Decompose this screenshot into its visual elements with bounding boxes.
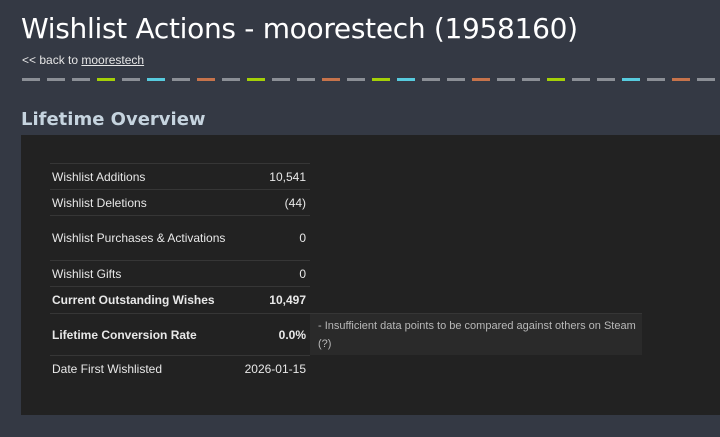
stat-row-purchases-activations: Wishlist Purchases & Activations 0 [50, 215, 642, 260]
divider-segment [672, 78, 690, 81]
divider-segment [547, 78, 565, 81]
divider-segment [72, 78, 90, 81]
divider-segment [397, 78, 415, 81]
stat-note [310, 260, 642, 286]
stat-value: 2026-01-15 [240, 355, 310, 382]
stat-label: Wishlist Deletions [50, 189, 240, 215]
stat-label: Lifetime Conversion Rate [50, 313, 240, 355]
stat-value: 0 [240, 260, 310, 286]
section-title: Lifetime Overview [21, 109, 206, 130]
stat-row-wishlist-gifts: Wishlist Gifts 0 [50, 260, 642, 286]
stat-row-outstanding-wishes: Current Outstanding Wishes 10,497 [50, 286, 642, 313]
stat-note [310, 355, 642, 382]
back-to-app-link[interactable]: moorestech [81, 53, 145, 67]
divider-segment [447, 78, 465, 81]
stat-note [310, 163, 642, 189]
overview-panel: Wishlist Additions 10,541 Wishlist Delet… [21, 135, 720, 415]
colored-divider [22, 78, 720, 81]
divider-segment [147, 78, 165, 81]
back-link-row: << back to moorestech [22, 53, 144, 67]
stat-value: (44) [240, 189, 310, 215]
stat-row-conversion-rate: Lifetime Conversion Rate 0.0% - Insuffic… [50, 313, 642, 355]
stat-value: 0 [240, 215, 310, 260]
stat-label: Wishlist Gifts [50, 260, 240, 286]
divider-segment [197, 78, 215, 81]
stat-note [310, 286, 642, 313]
divider-segment [597, 78, 615, 81]
divider-segment [472, 78, 490, 81]
help-link[interactable]: (?) [318, 337, 332, 350]
divider-segment [47, 78, 65, 81]
stats-table: Wishlist Additions 10,541 Wishlist Delet… [50, 163, 642, 382]
divider-segment [522, 78, 540, 81]
divider-segment [322, 78, 340, 81]
divider-segment [347, 78, 365, 81]
divider-segment [172, 78, 190, 81]
conversion-note-body: - Insufficient data points to be compare… [318, 319, 636, 332]
divider-segment [422, 78, 440, 81]
divider-segment [647, 78, 665, 81]
divider-segment [497, 78, 515, 81]
stat-label: Current Outstanding Wishes [50, 286, 240, 313]
divider-segment [572, 78, 590, 81]
stat-row-date-first-wishlisted: Date First Wishlisted 2026-01-15 [50, 355, 642, 382]
divider-segment [122, 78, 140, 81]
back-link-prefix: << back to [22, 53, 79, 67]
stat-value: 0.0% [240, 313, 310, 355]
divider-segment [297, 78, 315, 81]
conversion-note-text: - Insufficient data points to be compare… [318, 317, 642, 353]
stat-label: Date First Wishlisted [50, 355, 240, 382]
stat-note [310, 215, 642, 260]
divider-segment [247, 78, 265, 81]
stat-row-wishlist-deletions: Wishlist Deletions (44) [50, 189, 642, 215]
stat-value: 10,541 [240, 163, 310, 189]
divider-segment [697, 78, 715, 81]
divider-segment [97, 78, 115, 81]
divider-segment [272, 78, 290, 81]
divider-segment [222, 78, 240, 81]
divider-segment [22, 78, 40, 81]
divider-segment [622, 78, 640, 81]
stat-label: Wishlist Additions [50, 163, 240, 189]
page-title: Wishlist Actions - moorestech (1958160) [21, 12, 578, 45]
stat-note [310, 189, 642, 215]
stat-label: Wishlist Purchases & Activations [50, 215, 240, 260]
divider-segment [372, 78, 390, 81]
stat-note: - Insufficient data points to be compare… [310, 313, 642, 355]
stat-row-wishlist-additions: Wishlist Additions 10,541 [50, 163, 642, 189]
stat-value: 10,497 [240, 286, 310, 313]
